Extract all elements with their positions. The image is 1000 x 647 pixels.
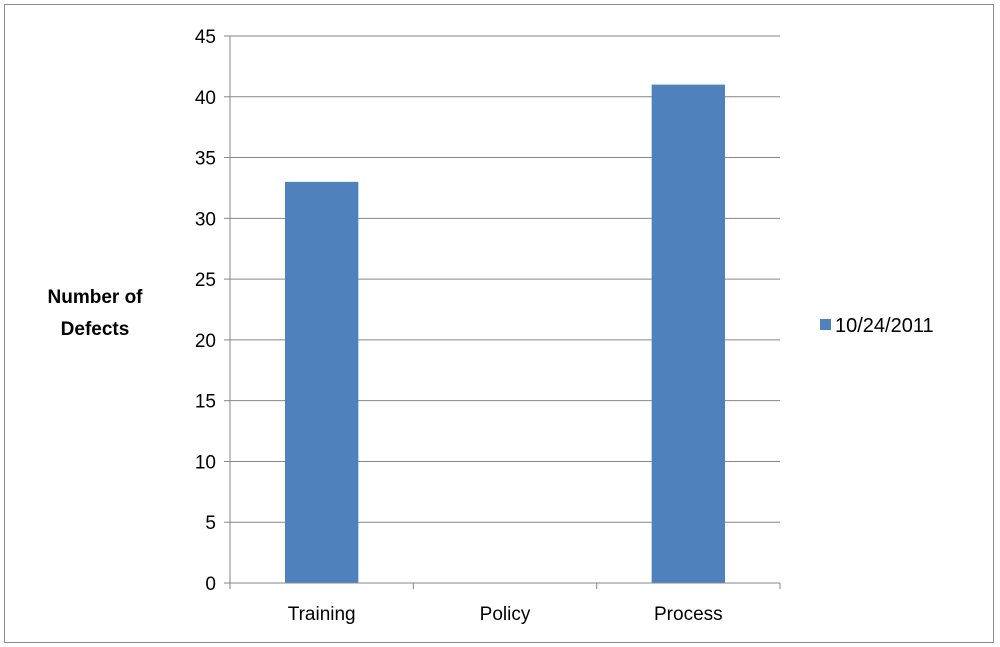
x-tick-labels: Training Policy Process: [288, 604, 723, 625]
y-axis-title-line-2: Defects: [61, 319, 130, 340]
legend-label: 10/24/2011: [835, 315, 934, 337]
axes: [229, 36, 781, 589]
y-tick-label: 45: [195, 27, 216, 48]
legend: 10/24/2011: [820, 315, 934, 337]
x-tick-label: Process: [654, 604, 723, 625]
y-tick-labels: 0 5 10 15 20 25 30 35 40 45: [195, 27, 216, 595]
y-tick-label: 10: [195, 452, 216, 473]
legend-swatch: [820, 319, 831, 330]
y-axis-title: Number of Defects: [48, 287, 144, 340]
bars: [285, 84, 725, 583]
x-tick-label: Policy: [480, 604, 531, 625]
bar-chart: 0 5 10 15 20 25 30 35 40 45 Training Policy Process…: [48, 27, 934, 625]
y-tick-label: 30: [195, 209, 216, 230]
chart-frame: 0 5 10 15 20 25 30 35 40 45 Training Policy Process…: [4, 4, 994, 643]
y-tick-label: 35: [195, 149, 216, 170]
y-tick-label: 40: [195, 88, 216, 109]
y-tick-label: 0: [205, 574, 216, 595]
bar-process: [651, 84, 725, 583]
x-tick-label: Training: [288, 604, 356, 625]
y-tick-label: 25: [195, 270, 216, 291]
y-tick-label: 15: [195, 392, 216, 413]
y-tick-label: 20: [195, 331, 216, 352]
y-tick-label: 5: [205, 513, 216, 534]
y-axis-title-line-1: Number of: [48, 287, 144, 308]
bar-training: [285, 181, 359, 583]
